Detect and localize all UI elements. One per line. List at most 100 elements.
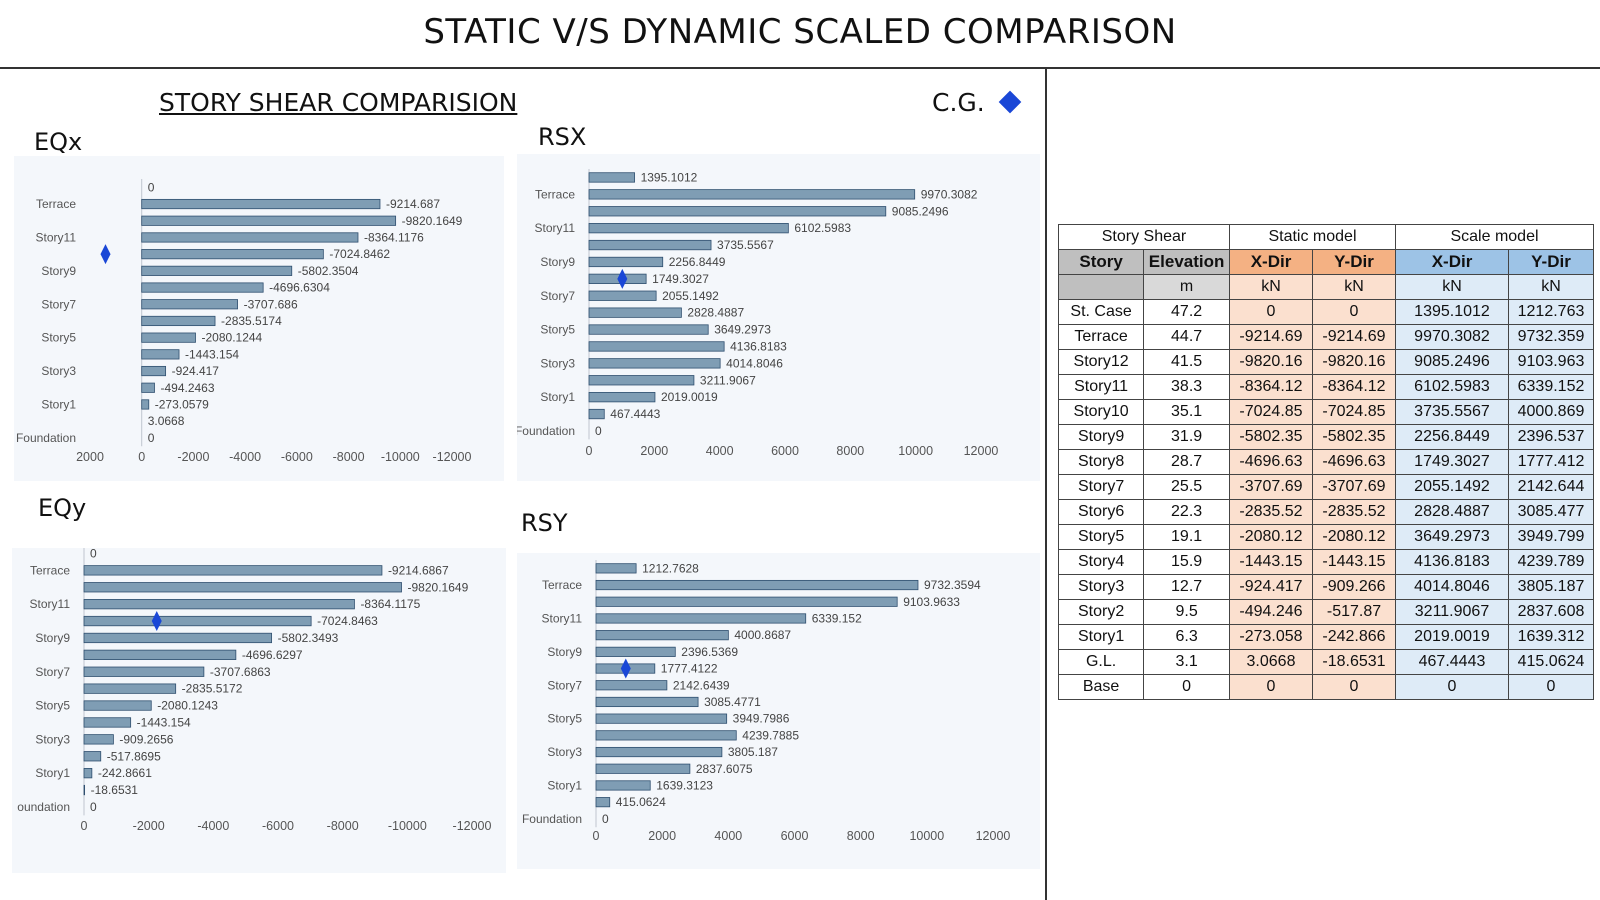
tick-label: -4000 [229,450,261,464]
data-label: 1395.1012 [641,170,698,184]
data-label: -2080.1243 [157,699,218,713]
table-row: Story3 12.7 -924.417 -909.266 4014.8046 3805.… [1057,574,1594,600]
data-label: 0 [602,812,609,826]
table-cell: 44.7 [1143,324,1230,350]
table-cell: -18.6531 [1312,649,1396,675]
story-name-cell: Story12 [1057,349,1145,375]
unit-cell: kN [1229,274,1313,300]
data-label: 3211.9067 [700,373,756,387]
tick-label: -12000 [453,819,492,833]
data-label: 0 [595,424,602,438]
tick-label: -10000 [388,819,427,833]
bar [588,324,709,335]
bar [595,763,691,774]
bar [83,615,312,627]
data-label: -1443.154 [185,347,239,361]
tick-label: 6000 [771,444,799,458]
category-label: Story3 [547,745,582,759]
story-shear-table: Story Shear Static model Scale model Sto… [1057,224,1594,700]
table-cell: 15.9 [1143,549,1230,575]
tick-label: -6000 [281,450,313,464]
data-label: 4239.7885 [742,728,799,742]
category-label: Story1 [540,390,575,404]
table-cell: 41.5 [1143,349,1230,375]
category-label: Story5 [540,323,575,337]
tick-label: 2000 [640,444,668,458]
table-cell: -2835.52 [1229,499,1313,525]
bar [141,299,238,310]
table-cell: -8364.12 [1229,374,1313,400]
table-cell: 9732.359 [1508,324,1594,350]
bar [83,666,205,677]
bar [595,780,651,791]
data-label: -8364.1175 [360,597,420,611]
table-cell: 1749.3027 [1395,449,1509,475]
category-label: Story1 [41,397,76,411]
story-name-cell: Story7 [1057,474,1145,500]
table-cell: -5802.35 [1312,424,1396,450]
category-label: Foundation [16,431,76,445]
data-label: -5802.3493 [278,631,339,645]
table-cell: 1777.412 [1508,449,1594,475]
data-label: 1777.4122 [661,662,718,676]
data-label: 3649.2973 [714,323,771,337]
data-label: 0 [90,548,97,560]
table-row: Story10 35.1 -7024.85 -7024.85 3735.5567 4000… [1057,399,1594,425]
data-label: -2835.5172 [182,682,243,696]
bar [83,649,237,660]
data-label: -7024.8462 [329,247,390,261]
story-name-cell: St. Case [1057,299,1145,325]
table-row: Story11 38.3 -8364.12 -8364.12 6102.5983 6339… [1057,374,1594,400]
data-label: -1443.154 [137,715,191,729]
table-row: Story4 15.9 -1443.15 -1443.15 4136.8183 4239.… [1057,549,1594,575]
tick-label: -2000 [133,819,165,833]
data-label: -9820.1649 [402,214,463,228]
bar [141,198,381,210]
data-label: -8364.1176 [364,230,424,244]
table-cell: -7024.85 [1312,399,1396,425]
table-row: Story6 22.3 -2835.52 -2835.52 2828.4887 3085.… [1057,499,1594,525]
chart-eqx-svg: 0 -9214.687 Terrace -9820.1649 -8364.1176 Sto… [16,179,472,464]
tick-label: 2000 [76,450,104,464]
data-label: 1212.7628 [642,561,699,575]
table-cell: 19.1 [1143,524,1230,550]
tick-label: -12000 [433,450,472,464]
bar [588,341,725,352]
tick-label: -10000 [381,450,420,464]
category-label: Foundation [522,812,582,826]
table-cell: 4000.869 [1508,399,1594,425]
column-header: X-Dir [1395,249,1509,275]
story-name-cell: Story9 [1057,424,1145,450]
story-name-cell: Story5 [1057,524,1145,550]
data-label: 415.0624 [616,795,666,809]
data-label: -3707.6863 [210,665,271,679]
category-label: Terrace [30,563,70,577]
category-label: Story3 [41,364,76,378]
table-cell: 0 [1395,674,1509,700]
data-label: 3949.7986 [733,712,790,726]
column-header: X-Dir [1229,249,1313,275]
bar [588,206,887,217]
bar [595,746,723,758]
cg-marker [151,611,162,632]
bar [141,215,397,226]
bar [588,223,789,234]
bar [588,290,657,301]
table-cell: 3735.5567 [1395,399,1509,425]
table-cell: 3211.9067 [1395,599,1509,625]
category-label: Story9 [540,255,575,269]
cg-legend-label: C.G. [932,88,985,117]
table-row: Story2 9.5 -494.246 -517.87 3211.9067 2837.60… [1057,599,1594,625]
table-cell: -517.87 [1312,599,1396,625]
table-cell: -1443.15 [1312,549,1396,575]
table-cell: 2837.608 [1508,599,1594,625]
table-cell: -242.866 [1312,624,1396,650]
table-cell: 6339.152 [1508,374,1594,400]
bar [83,582,402,593]
chart-rsy-svg: 1212.7628 9732.3594 Terrace 9103.9633 6339.1… [522,560,1010,843]
category-label: oundation [17,800,70,814]
table-cell: 0 [1312,674,1396,700]
story-name-cell: Story1 [1057,624,1145,650]
data-label: -4696.6297 [242,648,303,662]
table-cell: 3085.477 [1508,499,1594,525]
